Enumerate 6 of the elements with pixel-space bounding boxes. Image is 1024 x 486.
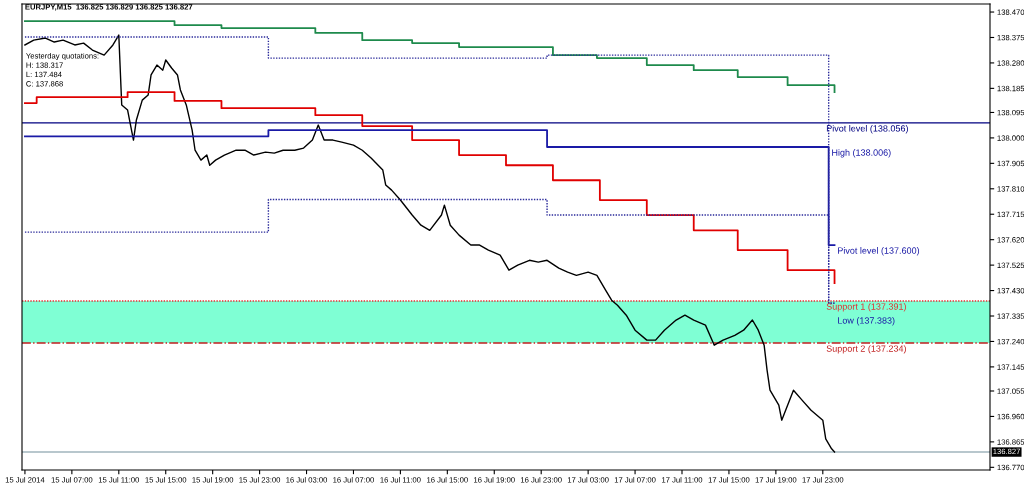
annotation: High (138.006) <box>832 149 891 158</box>
annotation: Pivot level (137.600) <box>838 247 920 256</box>
ref-line-label: Support 1 (137.391) <box>826 303 906 312</box>
ref-line-label: Pivot level (138.056) <box>826 124 908 134</box>
ref-line-label: Support 2 (137.234) <box>826 345 906 354</box>
annotation: Low (137.383) <box>838 317 895 326</box>
